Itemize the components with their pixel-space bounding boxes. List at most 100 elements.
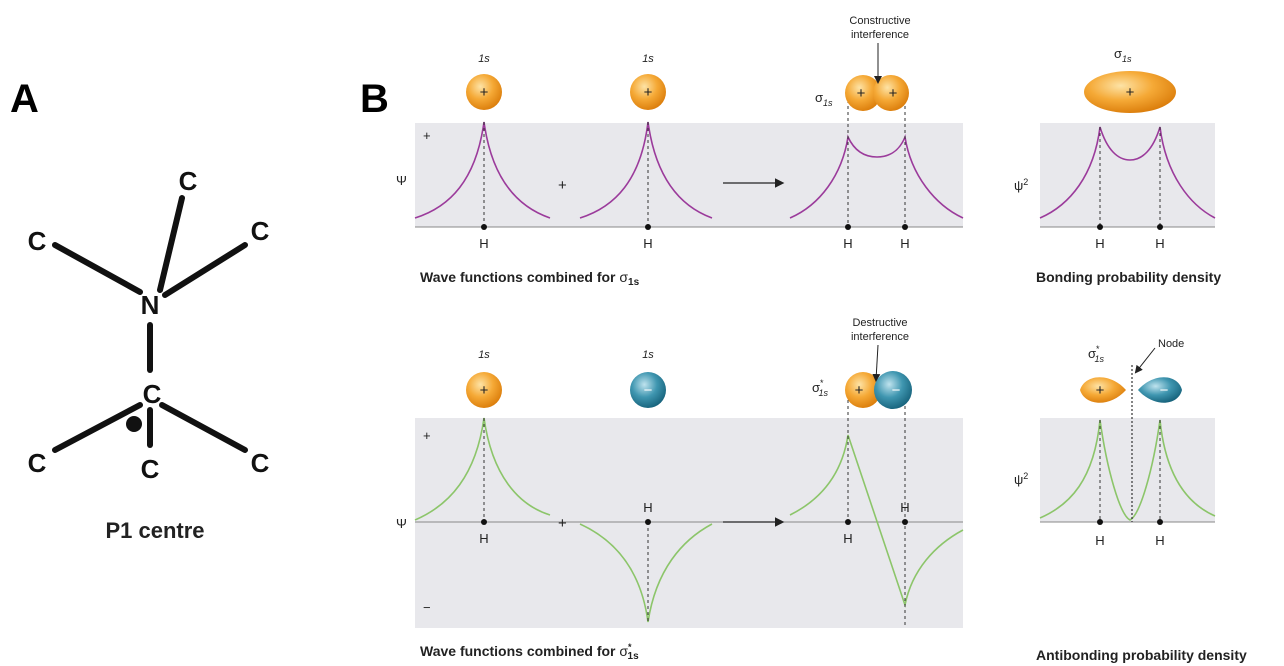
symbol: σ <box>619 269 628 285</box>
operator: + <box>558 177 567 194</box>
caption: Bonding probability density <box>1036 269 1221 285</box>
symbol: σ <box>815 90 823 105</box>
atom-label: H <box>1155 533 1164 548</box>
atom-label: H <box>479 531 488 546</box>
orbital-sign: + <box>480 382 489 399</box>
superscript: * <box>820 378 824 388</box>
nucleus <box>481 519 487 525</box>
orbital-label: 1s <box>478 53 490 65</box>
atom-label: H <box>843 531 852 546</box>
atom: C <box>143 379 162 409</box>
axis-sign: + <box>423 128 431 143</box>
axis-label: Ψ <box>396 516 407 531</box>
orbital-sign: + <box>480 84 489 101</box>
plot-background <box>415 123 963 227</box>
orbital-sign: + <box>644 84 653 101</box>
subscript: 1s <box>1095 354 1105 364</box>
axis-label: ψ2 <box>1014 177 1028 193</box>
plot-background <box>1040 418 1215 522</box>
orbital-label: 1s <box>642 349 654 361</box>
annotation: interference <box>851 331 909 343</box>
atom-label: H <box>843 236 852 251</box>
radical-dot <box>126 416 142 432</box>
orbital-symbol: σ*1s <box>812 378 829 398</box>
axis-label: Ψ <box>396 173 407 188</box>
caption: Wave functions combined for σ*1s <box>420 642 639 662</box>
bond <box>162 405 245 450</box>
symbol: ψ <box>1014 472 1023 487</box>
superscript: * <box>1096 344 1100 354</box>
orbital-symbol: σ*1s <box>1088 344 1105 364</box>
axis-sign: + <box>423 428 431 443</box>
orbital-label: 1s <box>478 349 490 361</box>
panel-label: A <box>10 77 39 121</box>
bond <box>160 198 182 290</box>
atom-label: H <box>479 236 488 251</box>
orbital-sign: + <box>857 85 866 102</box>
atom: C <box>28 226 47 256</box>
annotation: Constructive <box>849 15 910 27</box>
atom-label: H <box>643 500 652 515</box>
nucleus <box>481 224 487 230</box>
nucleus <box>902 224 908 230</box>
atom: N <box>141 290 160 320</box>
symbol: σ <box>1114 46 1122 61</box>
orbital-label: 1s <box>642 53 654 65</box>
atom-label: H <box>1095 236 1104 251</box>
plot-background <box>415 418 963 628</box>
orbital-sign: + <box>1126 84 1135 101</box>
nucleus <box>645 224 651 230</box>
operator: + <box>558 515 567 532</box>
subscript: 1s <box>819 388 829 398</box>
arrow <box>1136 348 1155 372</box>
subscript: 1s <box>628 277 640 288</box>
text: Wave functions combined for <box>420 269 619 285</box>
superscript: 2 <box>1023 177 1028 187</box>
atom: C <box>179 166 198 196</box>
orbital-sign: + <box>855 382 864 399</box>
superscript: 2 <box>1023 471 1028 481</box>
orbital-sign: + <box>1096 382 1105 399</box>
atom-label: H <box>1095 533 1104 548</box>
caption: P1 centre <box>105 518 204 543</box>
nucleus <box>1097 519 1103 525</box>
text: Wave functions combined for <box>420 643 619 659</box>
nucleus <box>1157 224 1163 230</box>
atom: C <box>251 216 270 246</box>
plot-background <box>1040 123 1215 227</box>
nucleus <box>1157 519 1163 525</box>
bond <box>55 245 140 292</box>
axis-label: ψ2 <box>1014 471 1028 487</box>
orbital-sign: + <box>889 85 898 102</box>
orbital-sign: − <box>892 382 901 399</box>
atom: C <box>251 448 270 478</box>
atom-label: H <box>643 236 652 251</box>
nucleus <box>1097 224 1103 230</box>
subscript: 1s <box>1122 54 1132 64</box>
caption: Antibonding probability density <box>1036 647 1247 663</box>
atom-label: H <box>900 236 909 251</box>
annotation: interference <box>851 29 909 41</box>
page: {"panel_a":{"label":"A","atoms":{"n":"N"… <box>0 0 1284 666</box>
atom-label: H <box>1155 236 1164 251</box>
bond <box>165 245 245 295</box>
atom-label: H <box>900 500 909 515</box>
axis-sign: − <box>423 600 431 615</box>
panel-label: B <box>360 77 389 121</box>
figure: A N C C C C C C C P1 centre B H H H H H … <box>0 0 1284 666</box>
orbital-sign: − <box>644 382 653 399</box>
nucleus <box>645 519 651 525</box>
subscript: 1s <box>823 98 833 108</box>
orbital-symbol: σ1s <box>815 90 833 108</box>
molecule: N C C C C C C C <box>28 166 270 484</box>
annotation: Node <box>1158 338 1184 350</box>
arrow <box>876 345 878 380</box>
nucleus <box>845 224 851 230</box>
annotation: Destructive <box>852 317 907 329</box>
atom: C <box>28 448 47 478</box>
subscript: 1s <box>628 651 640 662</box>
orbital-sign: − <box>1160 382 1169 399</box>
caption: Wave functions combined for σ1s <box>420 269 640 288</box>
orbital-symbol: σ1s <box>1114 46 1132 64</box>
nucleus <box>902 519 908 525</box>
